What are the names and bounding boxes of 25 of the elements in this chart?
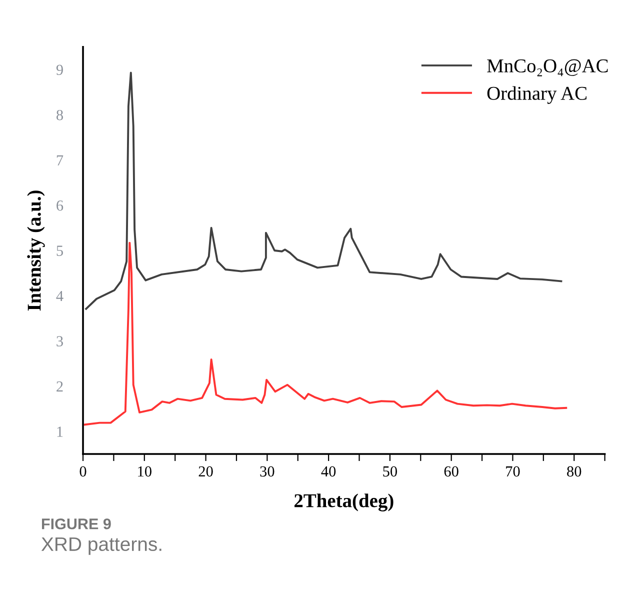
y-axis-title: Intensity (a.u.) [27,190,45,311]
x-tick-label: 10 [138,466,152,477]
x-tick-label: 70 [506,466,520,477]
y-tick-label: 1 [57,426,63,437]
y-tick-label: 2 [56,381,63,392]
x-tick-label: 40 [321,466,336,477]
legend-label: Ordinary AC [487,86,586,104]
x-tick-label: 30 [260,466,274,477]
x-tick-label: 20 [198,466,213,477]
x-tick-label: 50 [383,466,397,477]
x-tick-label: 0 [80,466,86,477]
y-tick-label: 5 [56,246,63,256]
y-tick-label: 4 [56,290,64,302]
x-tick-label: 60 [444,466,458,477]
y-tick-label: 3 [56,336,63,346]
y-tick-label: 7 [56,155,64,166]
y-tick-label: 9 [56,64,63,76]
caption: FIGURE 9 [42,518,111,530]
x-tick-label: 80 [567,466,582,477]
x-axis-title: 2Theta(deg) [294,494,394,512]
y-tick-label: 6 [56,200,64,211]
line-series [84,242,568,426]
legend-label: MnCo₂O₄@AC [487,59,608,76]
y-tick-label: 8 [56,110,63,120]
text: XRD patterns. [41,537,162,555]
